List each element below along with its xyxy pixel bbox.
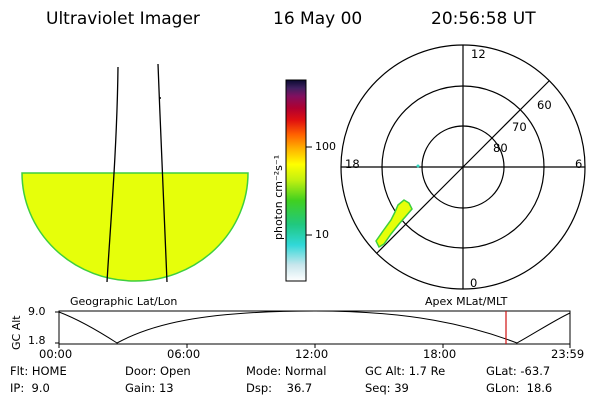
lat-label-60: 60 [537,98,552,112]
geographic-latitude: GLat: -63.7 [486,364,551,378]
altitude-plot [55,310,571,348]
altitude-y-min: 1.8 [28,334,46,347]
flight-status: Flt: HOME [10,364,67,378]
instrument-title: Ultraviolet Imager [46,9,200,29]
longitude-line [106,66,119,283]
colorbar-tick-10: 10 [315,228,329,241]
geographic-image [21,63,249,283]
time-tick-2359: 23:59 [551,347,585,361]
time-tick-0000: 00:00 [39,347,73,361]
lat-label-70: 70 [512,120,527,134]
gain-status: Gain: 13 [125,381,174,395]
altitude-curve [58,310,571,344]
display-status: Dsp: 36.7 [246,381,313,395]
time-tick-1800: 18:00 [423,347,457,361]
apex-panel-label: Apex MLat/MLT [425,295,508,308]
ip-status: IP: 9.0 [10,381,50,395]
lat-label-80: 80 [493,141,508,155]
date-label: 16 May 00 [273,9,363,29]
geographic-panel-label: Geographic Lat/Lon [70,295,178,308]
mlt-label-18: 18 [345,157,360,171]
mlt-label-12: 12 [471,47,486,61]
colorbar-unit-label: photon cm⁻²s⁻¹ [272,154,285,240]
mode-status: Mode: Normal [246,364,327,378]
colorbar-tick-100: 100 [315,140,336,153]
door-status: Door: Open [125,364,191,378]
longitude-line [157,63,168,283]
time-tick-0600: 06:00 [167,347,201,361]
time-tick-1200: 12:00 [295,347,329,361]
geographic-longitude: GLon: 18.6 [486,381,553,395]
sequence-status: Seq: 39 [365,381,409,395]
mlt-label-0: 0 [470,276,478,290]
altitude-y-max: 9.0 [28,305,46,318]
colorbar [285,79,312,282]
gc-altitude-status: GC Alt: 1.7 Re [365,364,446,378]
aurora-halfdisc [21,172,249,282]
aurora-oval-segment [375,199,413,249]
mlt-label-6: 6 [575,157,583,171]
altitude-axis-title: GC Alt [10,315,23,350]
polar-plot [340,44,586,290]
time-label: 20:56:58 UT [431,9,536,29]
